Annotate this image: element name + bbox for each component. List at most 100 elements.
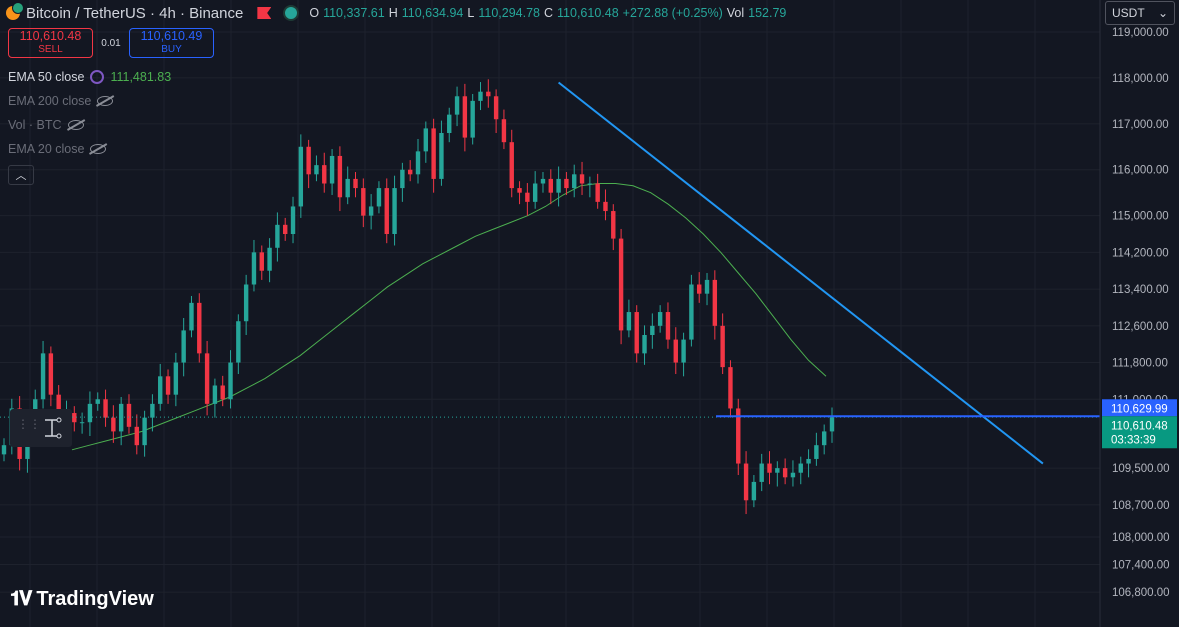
- candle-body: [345, 178, 350, 198]
- candle-body: [470, 100, 475, 138]
- candle-body: [95, 399, 100, 404]
- candle-body: [501, 119, 507, 143]
- candle-body: [517, 188, 522, 193]
- candle-body: [556, 178, 561, 193]
- volume-value: 152.79: [748, 6, 787, 20]
- candle-body: [509, 142, 514, 189]
- candle-body: [322, 165, 327, 184]
- candle-body: [439, 133, 444, 179]
- candle-body: [134, 426, 139, 446]
- y-tick-label: 118,000.00: [1112, 73, 1169, 85]
- ema50-line-group: [71, 183, 827, 451]
- sell-button[interactable]: 110,610.48 SELL: [8, 28, 93, 58]
- sync-icon[interactable]: [90, 70, 105, 84]
- candle-body: [579, 174, 585, 184]
- candle-body: [587, 183, 593, 185]
- candle-body: [337, 155, 343, 198]
- candle-body: [525, 192, 530, 202]
- flag-icon[interactable]: [257, 7, 272, 19]
- measure-tool-icon[interactable]: [42, 417, 62, 439]
- candle-body: [462, 96, 468, 138]
- indicator-ema50[interactable]: EMA 50 close 111,481.83: [8, 70, 172, 84]
- candle-body: [189, 302, 194, 331]
- candle-body: [814, 445, 819, 459]
- candle-body: [415, 151, 421, 175]
- candle-body: [751, 481, 757, 501]
- y-tick-label: 107,400.00: [1112, 560, 1170, 572]
- candle-body: [283, 224, 288, 234]
- volume-label: Vol: [726, 6, 745, 20]
- candle-body: [447, 114, 452, 133]
- candle-body: [673, 339, 678, 363]
- candle-body: [626, 312, 632, 331]
- candle-body: [212, 385, 218, 404]
- candle-body: [220, 385, 225, 400]
- candle-body: [306, 146, 311, 175]
- market-status-icon[interactable]: [283, 5, 300, 21]
- candle-body: [275, 224, 280, 248]
- hidden-eye-icon[interactable]: [67, 120, 84, 130]
- candle-body: [790, 472, 796, 478]
- drag-handle-icon[interactable]: ⋮⋮: [17, 417, 41, 431]
- hidden-eye-icon[interactable]: [90, 144, 107, 154]
- y-tick-label: 109,500.00: [1112, 463, 1170, 475]
- candle-body: [775, 468, 780, 473]
- candle-body: [392, 188, 397, 234]
- last-price-label: 110,610.48: [1111, 420, 1168, 432]
- symbol-title[interactable]: Bitcoin / TetherUS · 4h · Binance: [26, 4, 244, 22]
- candle-body: [228, 362, 233, 400]
- candle-body: [704, 279, 710, 294]
- candle-body: [361, 188, 366, 216]
- candle-body: [806, 458, 811, 464]
- candle-body: [243, 284, 249, 322]
- tradingview-logo-icon: 𝟏𝐕: [10, 588, 32, 610]
- candle-body: [634, 312, 639, 354]
- candle-body: [454, 96, 460, 115]
- ema50-line: [71, 183, 827, 451]
- tradingview-logo[interactable]: 𝟏𝐕 TradingView: [10, 588, 154, 610]
- candle-body: [204, 353, 210, 404]
- candle-body: [540, 178, 546, 184]
- drawing-toolbar[interactable]: ⋮⋮: [10, 409, 72, 447]
- y-tick-label: 108,700.00: [1112, 500, 1170, 512]
- y-tick-label: 106,800.00: [1112, 587, 1170, 599]
- candle-body: [572, 174, 577, 189]
- indicator-volume[interactable]: Vol · BTC: [8, 118, 84, 132]
- candle-body: [603, 201, 608, 212]
- candle-body: [431, 128, 436, 179]
- candle-body: [126, 403, 132, 427]
- candle-body: [259, 252, 264, 271]
- change-value: +272.88 (+0.25%): [622, 6, 723, 20]
- ohlc-values: O 110,337.61 H 110,634.94 L 110,294.78 C 110…: [309, 6, 787, 20]
- currency-selector[interactable]: USDT ⌄: [1105, 1, 1175, 25]
- indicator-ema20[interactable]: EMA 20 close: [8, 142, 107, 156]
- trendline: [557, 81, 1044, 465]
- candle-body: [697, 284, 702, 294]
- y-tick-label: 115,000.00: [1112, 211, 1169, 223]
- chart-grid: [0, 0, 1100, 627]
- candle-body: [1, 445, 7, 455]
- candle-body: [267, 247, 272, 271]
- candle-body: [384, 188, 389, 234]
- y-tick-label: 114,200.00: [1112, 247, 1169, 259]
- candle-body: [821, 431, 827, 446]
- candle-body: [150, 403, 155, 418]
- candle-body: [376, 188, 382, 207]
- candle-body: [111, 417, 116, 432]
- y-tick-label: 119,000.00: [1112, 27, 1169, 39]
- symbol-header: Bitcoin / TetherUS · 4h · Binance O 110,3…: [6, 2, 787, 23]
- candle-body: [142, 417, 147, 446]
- collapse-indicators-button[interactable]: ︿: [8, 165, 34, 185]
- candle-body: [493, 96, 499, 120]
- candle-body: [48, 353, 54, 395]
- buy-button[interactable]: 110,610.49 BUY: [129, 28, 214, 58]
- chevron-down-icon: ⌄: [1157, 6, 1168, 20]
- candle-body: [329, 155, 335, 184]
- candle-body: [400, 169, 405, 189]
- y-tick-label: 116,000.00: [1112, 165, 1169, 177]
- candle-body: [743, 463, 749, 501]
- y-tick-label: 111,800.00: [1112, 358, 1168, 370]
- hidden-eye-icon[interactable]: [97, 96, 114, 106]
- indicator-ema200[interactable]: EMA 200 close: [8, 94, 114, 108]
